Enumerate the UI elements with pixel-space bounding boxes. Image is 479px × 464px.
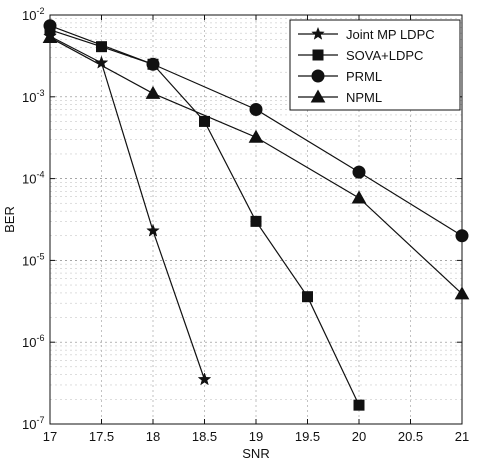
legend-label: PRML	[346, 69, 382, 84]
y-tick-base: 10	[22, 417, 36, 432]
y-tick-label: 10-2	[22, 6, 44, 23]
series-line	[50, 36, 205, 379]
y-tick-exponent: -4	[36, 170, 44, 180]
y-tick-exponent: -7	[36, 415, 44, 425]
y-tick-exponent: -3	[36, 88, 44, 98]
square-data-point	[303, 292, 313, 302]
y-tick-base: 10	[22, 335, 36, 350]
circle-data-point	[147, 58, 159, 70]
x-tick-label: 17.5	[89, 429, 114, 444]
y-tick-label: 10-3	[22, 88, 44, 105]
y-tick-exponent: -5	[36, 251, 44, 261]
y-tick-label: 10-5	[22, 251, 44, 268]
y-tick-base: 10	[22, 8, 36, 23]
y-tick-base: 10	[22, 172, 36, 187]
x-tick-label: 19.5	[295, 429, 320, 444]
x-tick-label: 20	[352, 429, 366, 444]
x-tick-label: 20.5	[398, 429, 423, 444]
series-star	[44, 30, 211, 385]
y-tick-base: 10	[22, 253, 36, 268]
legend-label: NPML	[346, 90, 382, 105]
legend-label: SOVA+LDPC	[346, 48, 423, 63]
square-data-point	[251, 216, 261, 226]
legend-circle-marker	[312, 70, 324, 82]
y-tick-label: 10-7	[22, 415, 44, 432]
y-tick-exponent: -6	[36, 333, 44, 343]
y-tick-label: 10-6	[22, 333, 44, 350]
x-axis-title: SNR	[242, 446, 269, 461]
x-tick-label: 18.5	[192, 429, 217, 444]
triangle-data-point	[353, 191, 366, 203]
legend: Joint MP LDPC SOVA+LDPC PRML NPML	[290, 20, 460, 110]
triangle-data-point	[250, 131, 263, 143]
x-tick-label: 21	[455, 429, 469, 444]
legend-square-marker	[313, 50, 323, 60]
y-tick-label: 10-4	[22, 170, 44, 187]
circle-data-point	[456, 230, 468, 242]
square-data-point	[200, 116, 210, 126]
x-tick-label: 17	[43, 429, 57, 444]
circle-data-point	[353, 166, 365, 178]
y-tick-exponent: -2	[36, 6, 44, 16]
x-tick-label: 19	[249, 429, 263, 444]
x-tick-label: 18	[146, 429, 160, 444]
circle-data-point	[250, 103, 262, 115]
square-data-point	[354, 400, 364, 410]
y-tick-base: 10	[22, 90, 36, 105]
legend-label: Joint MP LDPC	[346, 27, 435, 42]
triangle-data-point	[147, 87, 160, 99]
star-data-point	[147, 224, 159, 236]
circle-data-point	[44, 20, 56, 32]
y-axis-title: BER	[2, 206, 17, 233]
